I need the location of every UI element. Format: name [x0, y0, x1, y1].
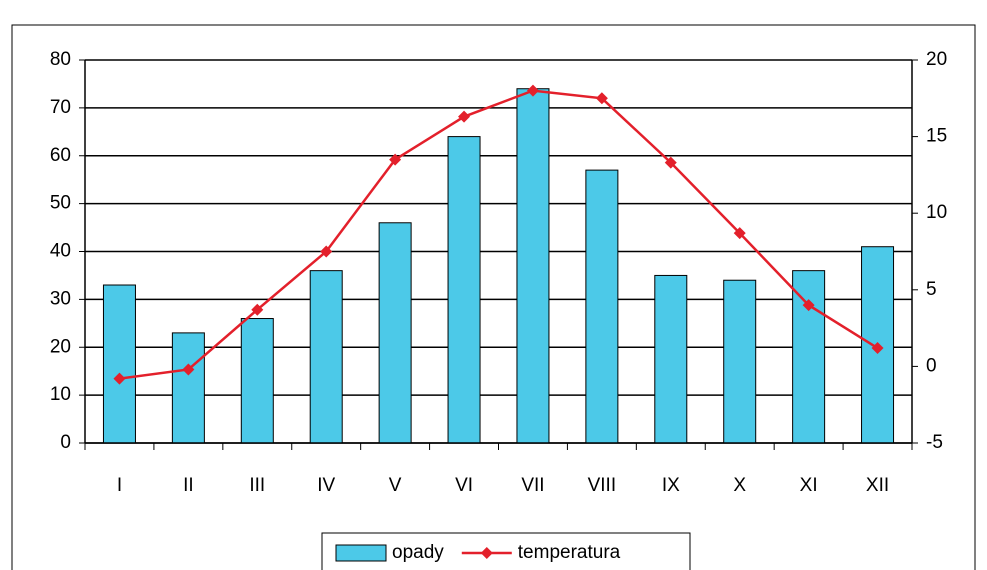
marker	[251, 303, 264, 316]
y2-tick-label: 20	[926, 49, 947, 70]
x-tick-label: I	[117, 475, 122, 496]
y2-tick-label: 10	[926, 202, 947, 223]
line	[119, 89, 879, 380]
bar	[792, 270, 826, 444]
bar	[654, 274, 688, 444]
marker	[182, 363, 195, 376]
y-tick-label: 80	[50, 49, 71, 70]
x-tick-label: XI	[800, 475, 818, 496]
marker	[733, 227, 746, 240]
marker	[320, 245, 333, 258]
x-tick-label: II	[183, 475, 194, 496]
bar	[240, 318, 274, 444]
y-tick-label: 10	[50, 384, 71, 405]
bar	[723, 279, 757, 444]
bar	[171, 332, 205, 444]
bar	[447, 136, 481, 444]
legend-label: temperatura	[518, 542, 621, 563]
marker	[113, 372, 126, 385]
y2-tick-label: 0	[926, 355, 937, 376]
x-tick-label: V	[389, 475, 402, 496]
bar	[309, 270, 343, 444]
y-tick-label: 20	[50, 336, 71, 357]
marker	[458, 110, 471, 123]
marker	[802, 299, 815, 312]
x-tick-label: IV	[317, 475, 335, 496]
y-tick-label: 60	[50, 145, 71, 166]
y-tick-label: 50	[50, 193, 71, 214]
legend-swatch	[335, 544, 387, 562]
marker	[595, 92, 608, 105]
marker	[871, 342, 884, 355]
y-tick-label: 0	[60, 432, 71, 453]
bar	[516, 88, 550, 444]
legend-marker	[480, 547, 493, 559]
y-tick-label: 70	[50, 97, 71, 118]
marker	[526, 84, 539, 97]
marker	[389, 153, 402, 166]
bar	[585, 169, 619, 444]
legend-label: opady	[392, 542, 444, 563]
x-tick-label: VI	[455, 475, 473, 496]
y2-tick-label: -5	[926, 432, 943, 453]
x-tick-label: VII	[521, 475, 544, 496]
y-tick-label: 40	[50, 241, 71, 262]
bar	[378, 222, 412, 444]
y2-tick-label: 15	[926, 126, 947, 147]
marker	[664, 156, 677, 169]
bar	[102, 284, 136, 444]
x-tick-label: VIII	[588, 475, 617, 496]
x-tick-label: XII	[866, 475, 889, 496]
x-tick-label: IX	[662, 475, 680, 496]
x-tick-label: III	[249, 475, 265, 496]
y-tick-label: 30	[50, 288, 71, 309]
y2-tick-label: 5	[926, 279, 937, 300]
x-tick-label: X	[733, 475, 746, 496]
